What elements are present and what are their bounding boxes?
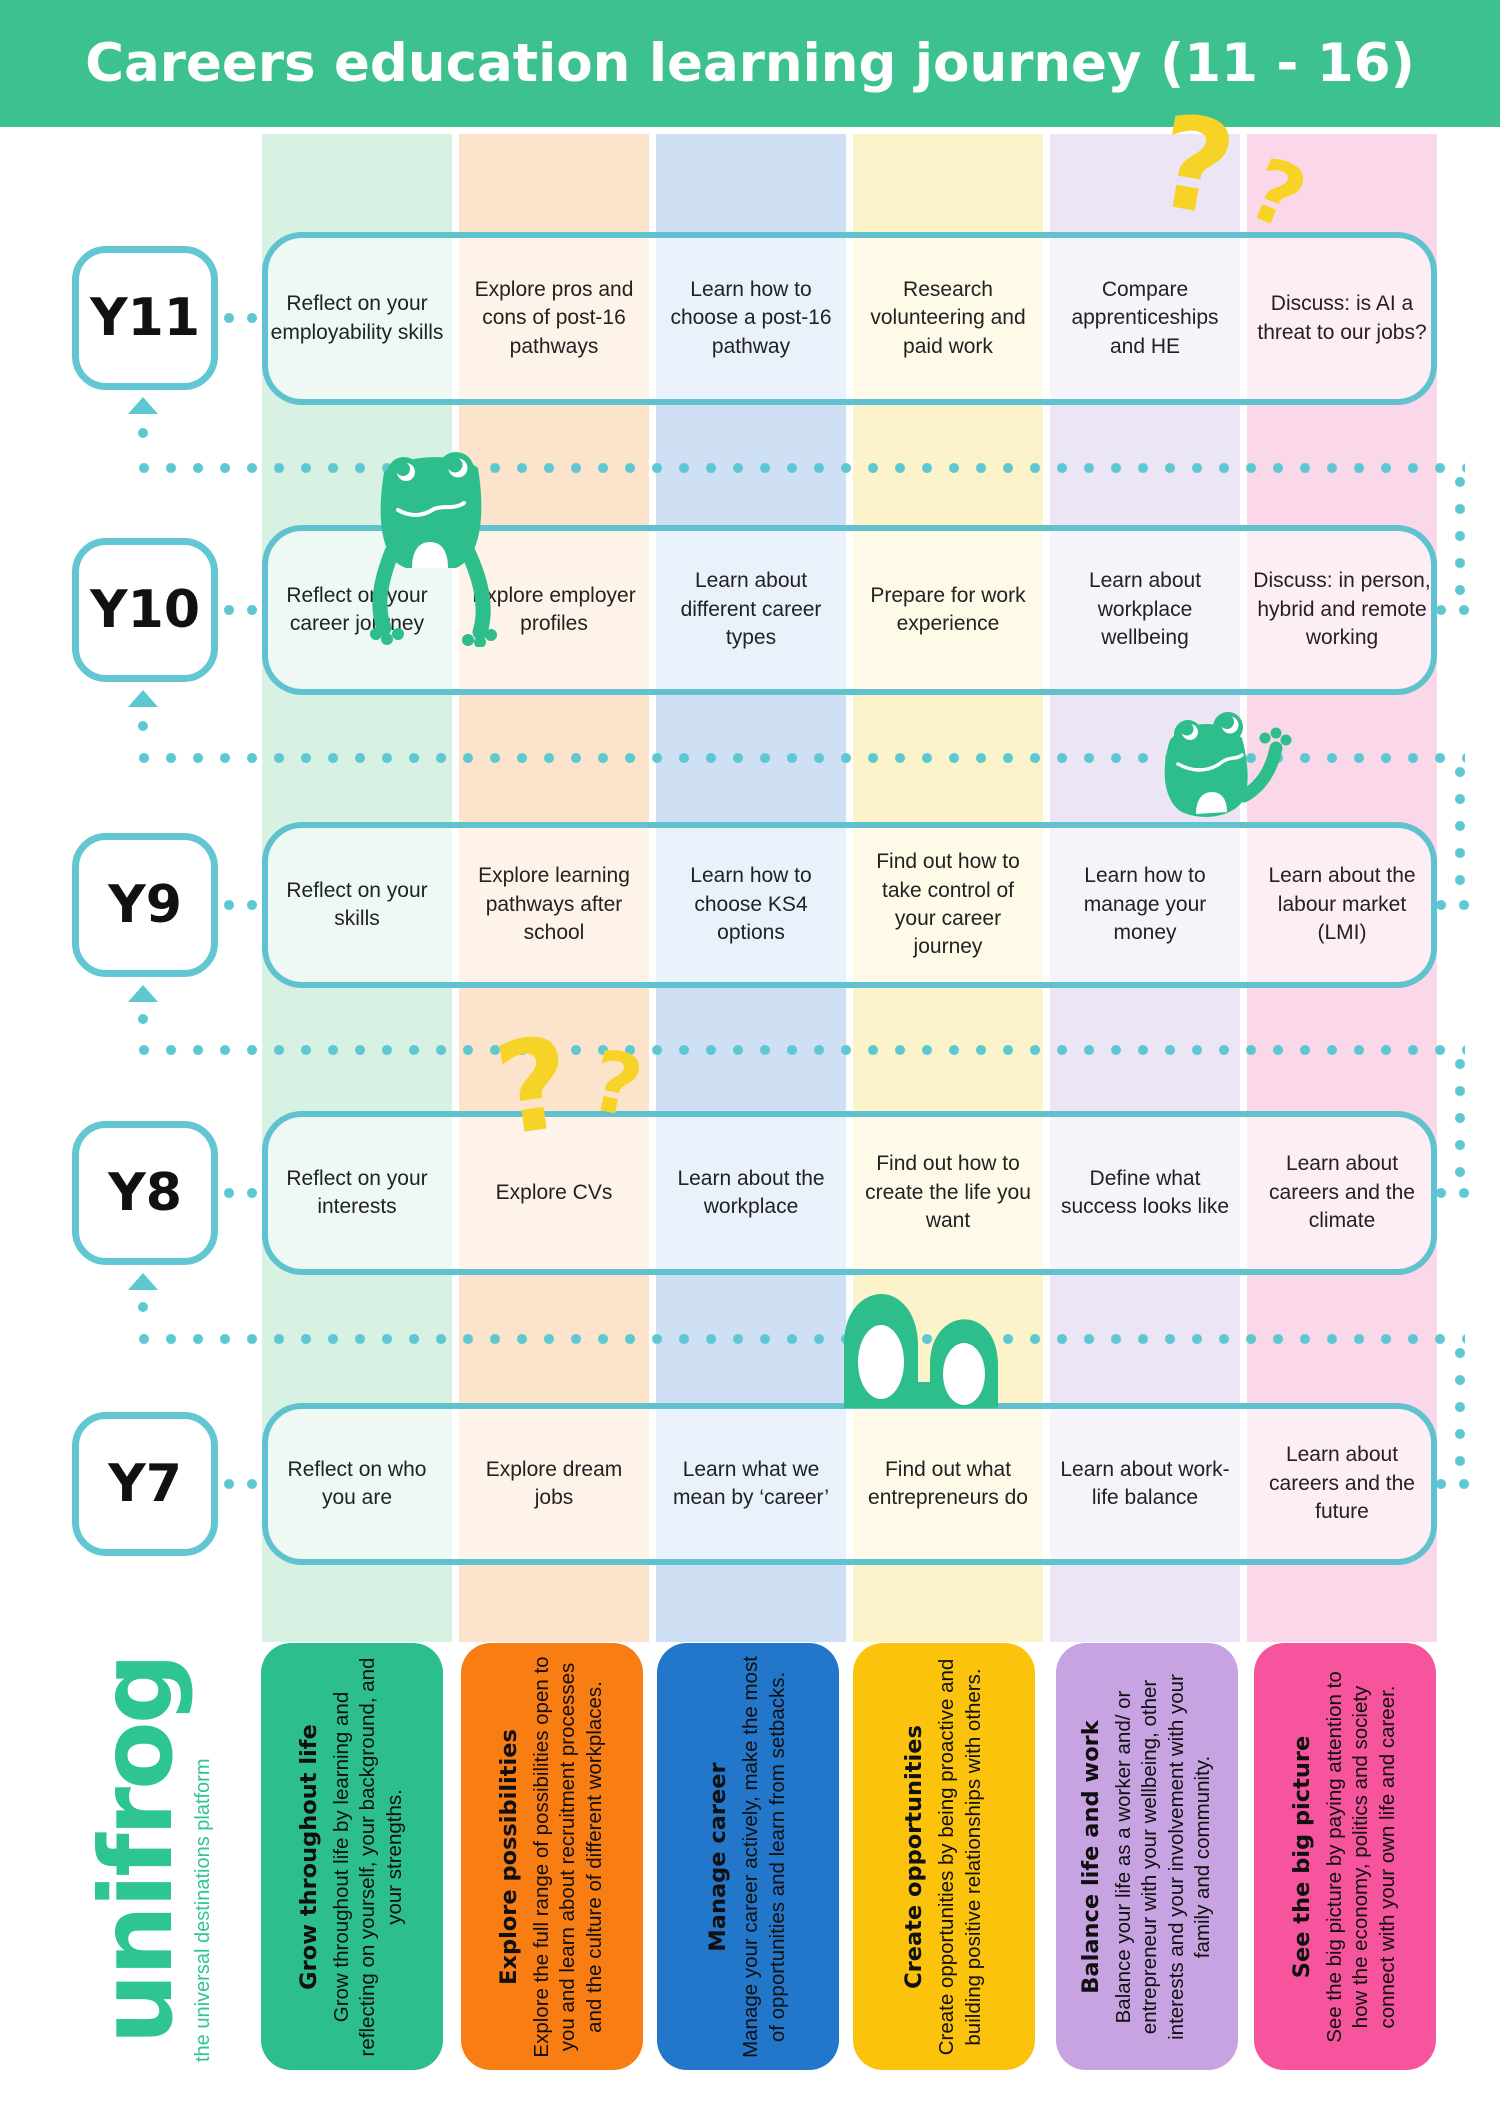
cell-y7-c2: Explore dream jobs [485,1457,623,1509]
journey-dot [138,721,148,731]
year-label-y11: Y11 [72,246,218,390]
cell-y9-c2: Explore learning pathways after school [478,864,630,945]
label-connector-y9 [224,900,264,910]
card-body: Grow throughout life by learning and ref… [330,1657,406,2056]
label-connector-y10 [224,605,264,615]
frog-waving-icon [1164,712,1292,817]
cell-y8-c5: Define what success looks like [1060,1166,1230,1218]
unifrog-tagline: the universal destinations platform [192,1758,214,2063]
card-body: See the big picture by paying attention … [1323,1670,1399,2043]
journey-arrow-up-y8 [128,1273,158,1290]
cell-y9-c3: Learn how to choose KS4 options [690,864,812,945]
journey-arrow-up-y9 [128,985,158,1002]
header-banner: Careers education learning journey (11 -… [0,0,1500,127]
card-title: See the big picture [1289,1735,1316,1978]
card-explore-possibilities: Explore possibilities Explore the full ra… [461,1643,643,2070]
journey-arrow-up-y10 [128,690,158,707]
journey-arrow-up-y11 [128,397,158,414]
journey-dots-y7-right [1436,1479,1476,1489]
year-label-y8: Y8 [72,1121,218,1265]
journey-dotted-line-3-right [1455,1059,1465,1181]
cell-y11-c4: Research volunteering and paid work [870,277,1026,358]
cell-y9-c1: Reflect on your skills [286,878,428,930]
journey-dotted-line-4-right [1455,1348,1465,1468]
frog-eyes-icon [844,1294,998,1408]
page-title: Careers education learning journey (11 -… [85,33,1415,94]
cell-y8-c1: Reflect on your interests [286,1166,428,1218]
cell-y10-c6: Discuss: in person, hybrid and remote wo… [1253,569,1431,650]
card-see-the-big-picture: See the big picture See the big picture b… [1254,1643,1436,2070]
year-label-y10: Y10 [72,538,218,682]
journey-dots-y10-right [1436,605,1476,615]
label-connector-y8 [224,1188,264,1198]
year-label-text: Y7 [108,1454,182,1514]
journey-dotted-line-3 [139,1045,1465,1055]
card-manage-career: Manage career Manage your career actively… [657,1643,839,2070]
year-label-text: Y10 [89,580,201,640]
cell-y9-c4: Find out how to take control of your car… [876,850,1020,959]
year-label-text: Y11 [89,288,201,348]
cell-y9-c5: Learn how to manage your money [1083,864,1207,945]
year-label-text: Y8 [108,1163,182,1223]
cell-y11-c5: Compare apprenticeships and HE [1071,277,1219,358]
card-body: Balance your life as a worker and/ or en… [1112,1673,1214,2040]
card-body: Explore the full range of possibilities … [530,1655,606,2058]
journey-dotted-line-4 [139,1334,1465,1344]
cell-y7-c4: Find out what entrepreneurs do [868,1457,1028,1509]
card-body: Create opportunities by being proactive … [935,1658,985,2055]
frog-peeking-icon [370,452,497,647]
journey-dot [138,1302,148,1312]
cell-y10-c4: Prepare for work experience [870,583,1026,635]
card-title: Manage career [705,1761,732,1952]
card-create-opportunities: Create opportunities Create opportunities… [853,1643,1035,2070]
journey-dotted-line-2 [139,753,1465,763]
cell-y11-c1: Reflect on your employability skills [270,292,444,344]
row-box-y8 [262,1111,1437,1275]
unifrog-logo: unifrog [78,1655,195,2045]
card-title: Grow throughout life [296,1723,323,1990]
journey-dots-y8-right [1436,1188,1476,1198]
card-grow-throughout-life: Grow throughout life Grow throughout life… [261,1643,443,2070]
row-box-y11 [262,232,1437,405]
row-box-y9 [262,822,1437,988]
cell-y7-c6: Learn about careers and the future [1269,1443,1415,1524]
journey-dotted-line-1 [139,463,1465,473]
year-label-y7: Y7 [72,1412,218,1556]
year-label-text: Y9 [108,875,182,935]
journey-dot [138,1014,148,1024]
cell-y8-c3: Learn about the workplace [677,1166,825,1218]
journey-dots-y9-right [1436,900,1476,910]
cell-y8-c4: Find out how to create the life you want [865,1152,1031,1233]
card-title: Explore possibilities [496,1728,523,1985]
cell-y10-c5: Learn about workplace wellbeing [1088,569,1202,650]
card-title: Balance life and work [1078,1719,1105,1994]
journey-dotted-line-1-right [1455,477,1465,602]
year-label-y9: Y9 [72,833,218,977]
cell-y9-c6: Learn about the labour market (LMI) [1268,864,1416,945]
cell-y11-c6: Discuss: is AI a threat to our jobs? [1257,292,1427,344]
label-connector-y7 [224,1479,264,1489]
cell-y11-c3: Learn how to choose a post-16 pathway [670,277,832,358]
cell-y11-c2: Explore pros and cons of post-16 pathway… [474,277,634,358]
journey-dot [138,428,148,438]
card-body: Manage your career actively, make the mo… [739,1655,789,2058]
journey-dotted-line-2-right [1455,767,1465,892]
cell-y10-c2: Explore employer profiles [472,583,636,635]
cell-y8-c6: Learn about careers and the climate [1269,1152,1415,1233]
cell-y7-c3: Learn what we mean by ‘career’ [672,1457,829,1509]
cell-y10-c3: Learn about different career types [680,569,822,650]
cell-y7-c5: Learn about work-life balance [1060,1457,1230,1509]
label-connector-y11 [224,313,264,323]
card-title: Create opportunities [901,1724,928,1989]
card-balance-life-and-work: Balance life and work Balance your life a… [1056,1643,1238,2070]
cell-y8-c2: Explore CVs [495,1180,613,1204]
cell-y7-c1: Reflect on who you are [287,1457,427,1509]
